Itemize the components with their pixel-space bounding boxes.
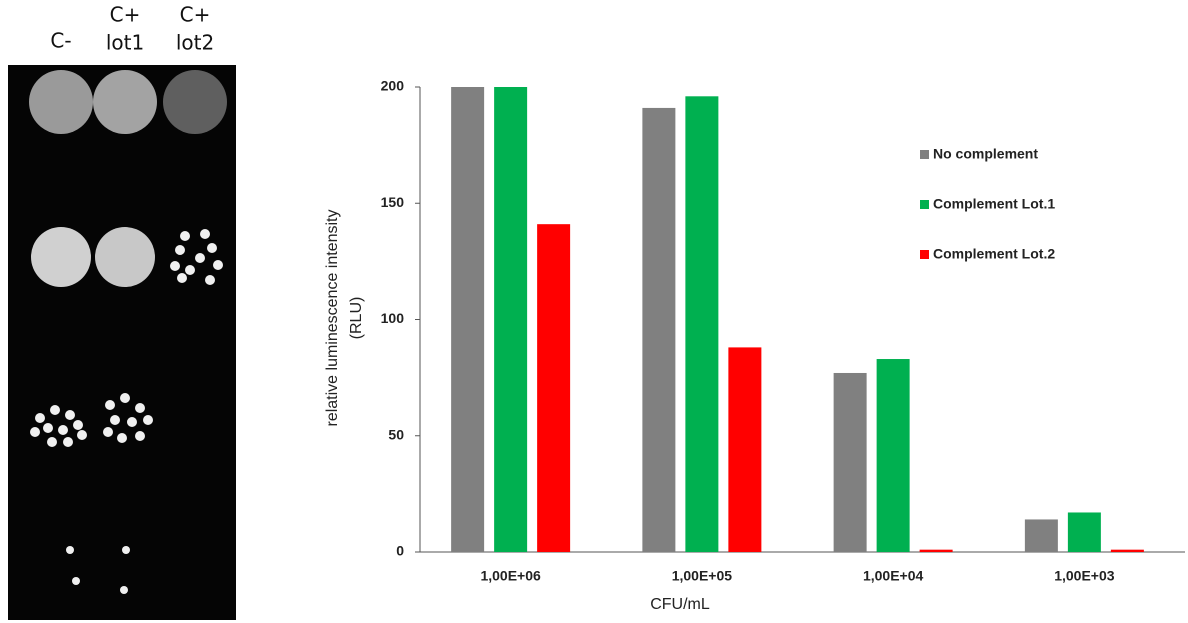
spot [31,227,91,287]
y-axis-title-line: relative luminescence intensity [324,210,341,427]
y-tick-label: 100 [381,310,405,326]
bar [685,96,718,552]
column-label: lot1 [106,31,144,55]
x-axis-title: CFU/mL [650,596,710,613]
column-label: C- [50,29,71,53]
y-tick-label: 150 [381,194,405,210]
y-tick-label: 0 [396,543,404,559]
legend-swatch [920,200,929,209]
bar [451,87,484,552]
bar [920,550,953,552]
plate-background [8,65,236,620]
bar [642,108,675,552]
legend-label: Complement Lot.1 [933,196,1055,212]
bar [537,224,570,552]
x-tick-label: 1,00E+03 [1054,568,1115,584]
bar [1111,550,1144,552]
spot [93,70,157,134]
spot [29,70,93,134]
legend-label: Complement Lot.2 [933,246,1055,262]
y-axis-title-line: (RLU) [348,297,365,340]
x-tick-label: 1,00E+05 [672,568,733,584]
legend-label: No complement [933,146,1038,162]
column-label: C+ [180,3,211,27]
y-tick-label: 200 [381,78,405,94]
x-tick-label: 1,00E+06 [480,568,541,584]
bar [1025,519,1058,552]
bar [494,87,527,552]
column-label: C+ [110,3,141,27]
y-axis-title: relative luminescence intensity (RLU) [324,210,365,427]
spot [163,70,227,134]
bar [877,359,910,552]
y-tick-label: 50 [388,426,404,442]
figure: CFU/mL relative luminescence intensity (… [0,0,1188,623]
bar [834,373,867,552]
bar [1068,512,1101,552]
legend-swatch [920,150,929,159]
x-tick-label: 1,00E+04 [863,568,924,584]
legend-swatch [920,250,929,259]
plate-photo [8,65,236,620]
bar [728,347,761,552]
column-label: lot2 [176,31,214,55]
spot [95,227,155,287]
